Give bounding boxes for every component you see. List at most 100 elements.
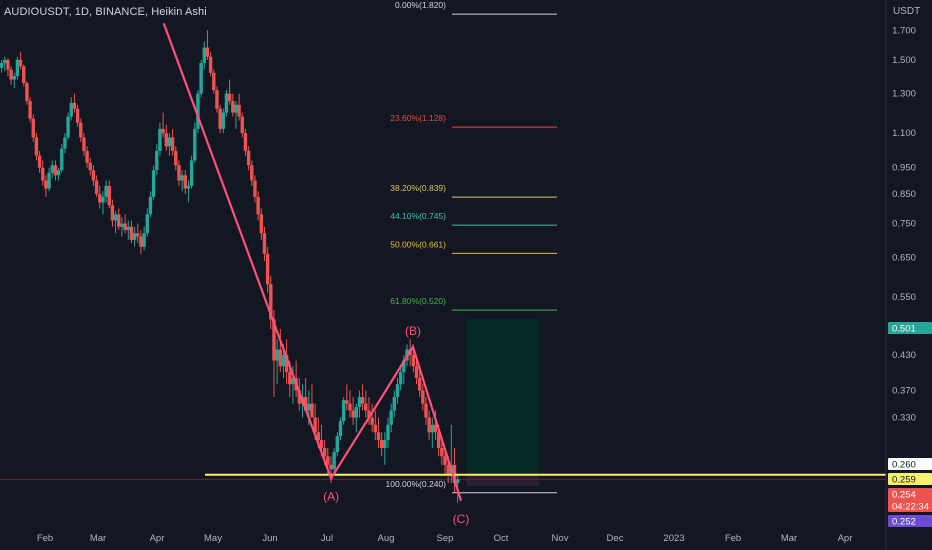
candle-body — [28, 101, 32, 119]
candle-body — [440, 448, 444, 457]
candle-body — [316, 432, 321, 441]
candle-body — [348, 403, 352, 411]
candle-body — [250, 165, 254, 181]
candle-body — [322, 448, 327, 457]
candle-body — [0, 63, 4, 68]
candle-body — [345, 400, 349, 404]
candle-body — [164, 133, 168, 147]
candle-body — [424, 403, 428, 418]
candle-body — [313, 417, 317, 433]
candle-body — [69, 102, 73, 117]
candle-body — [224, 93, 229, 113]
x-tick-label: Apr — [150, 533, 165, 544]
y-tick-label: 1.300 — [892, 89, 916, 100]
candle-body — [136, 233, 140, 237]
x-tick-label: Apr — [838, 533, 853, 544]
candle-body — [82, 137, 86, 151]
candle-body — [56, 170, 61, 176]
y-tick-label: 1.100 — [892, 128, 916, 139]
candle-body — [215, 90, 219, 109]
candle-body — [205, 47, 210, 57]
candle-body — [411, 354, 416, 367]
candle-body — [402, 360, 406, 373]
candle-body — [297, 390, 301, 404]
y-tick-label: 1.500 — [892, 55, 916, 66]
candle-body — [202, 47, 206, 64]
candle-body — [196, 93, 200, 129]
elliott-wave-line — [162, 23, 463, 502]
candle-body — [37, 155, 42, 168]
candle-body — [104, 185, 108, 197]
candle-body — [174, 150, 178, 166]
candle-body — [155, 150, 159, 171]
projection-zone — [466, 318, 540, 475]
candle-body — [177, 165, 181, 181]
y-tick-label: 0.850 — [892, 189, 916, 200]
candle-body — [85, 150, 89, 163]
x-tick-label: Mar — [90, 533, 106, 544]
candle-body — [351, 410, 355, 418]
candle-body — [392, 396, 397, 411]
candle-body — [189, 160, 194, 186]
candle-body — [9, 69, 13, 80]
candle-body — [326, 456, 330, 465]
candle-body — [120, 223, 124, 227]
projection-stop-zone — [466, 474, 540, 486]
candle-body — [383, 440, 387, 449]
x-tick-label: Jun — [262, 533, 277, 544]
y-tick-label: 0.370 — [892, 385, 916, 396]
x-tick-label: Oct — [494, 533, 509, 544]
candle-body — [218, 108, 222, 129]
candle-body — [72, 102, 77, 109]
candle-body — [148, 196, 153, 215]
fib-level-label: 0.00%(1.820) — [395, 0, 446, 10]
price-label-box — [888, 458, 932, 470]
y-tick-label: 0.330 — [892, 413, 916, 424]
candle-body — [12, 76, 16, 80]
candle-body — [246, 150, 251, 166]
fib-level-label: 50.00%(0.661) — [390, 239, 446, 249]
candle-body — [338, 421, 343, 437]
candle-body — [430, 424, 435, 433]
candle-body — [113, 214, 118, 221]
y-tick-label: 1.700 — [892, 25, 916, 36]
y-tick-label: 0.430 — [892, 350, 916, 361]
x-tick-label: Dec — [607, 533, 624, 544]
candle-body — [310, 403, 314, 418]
candle-body — [341, 400, 346, 422]
candle-body — [357, 396, 362, 408]
price-label: 0.252 — [892, 517, 916, 528]
x-tick-label: Sep — [437, 533, 454, 544]
candle-body — [360, 396, 365, 404]
candle-body — [307, 403, 311, 411]
y-tick-label: 0.750 — [892, 219, 916, 230]
candle-body — [41, 167, 45, 181]
fib-level-label: 38.20%(0.839) — [390, 183, 446, 193]
candle-body — [151, 170, 156, 197]
candle-body — [132, 233, 137, 240]
candle-body — [433, 424, 438, 433]
candle-body — [139, 236, 143, 247]
candle-body — [199, 63, 203, 94]
candle-body — [427, 417, 431, 433]
candle-body — [91, 170, 96, 181]
candle-body — [389, 410, 393, 425]
candle-body — [234, 104, 238, 113]
fib-level-label: 61.80%(0.520) — [390, 296, 446, 306]
candle-body — [379, 440, 384, 449]
wave-label: (B) — [405, 324, 421, 338]
candle-body — [60, 148, 64, 171]
candle-body — [167, 137, 172, 147]
candle-body — [395, 384, 400, 397]
candle-body — [107, 185, 111, 206]
candle-body — [398, 372, 403, 385]
price-label-box — [888, 515, 932, 527]
candle-body — [243, 133, 248, 151]
candle-body — [262, 233, 267, 254]
candle-body — [256, 196, 260, 215]
candle-body — [208, 56, 213, 73]
candle-body — [170, 137, 175, 151]
candle-body — [253, 180, 257, 197]
currency-label: USDT — [893, 6, 921, 17]
